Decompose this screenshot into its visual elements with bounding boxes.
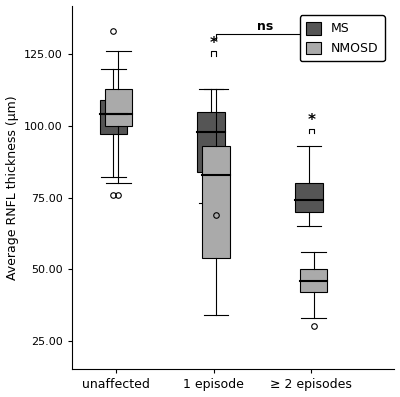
- Bar: [100, 100, 127, 135]
- Text: *: *: [210, 36, 218, 50]
- Bar: [198, 112, 225, 172]
- Bar: [300, 269, 328, 292]
- Y-axis label: Average RNFL thickness (μm): Average RNFL thickness (μm): [6, 95, 18, 280]
- Text: *: *: [307, 113, 315, 128]
- Bar: [202, 146, 230, 258]
- Bar: [105, 89, 132, 126]
- Text: ns: ns: [257, 20, 273, 33]
- Legend: MS, NMOSD: MS, NMOSD: [300, 15, 385, 62]
- Bar: [295, 183, 323, 212]
